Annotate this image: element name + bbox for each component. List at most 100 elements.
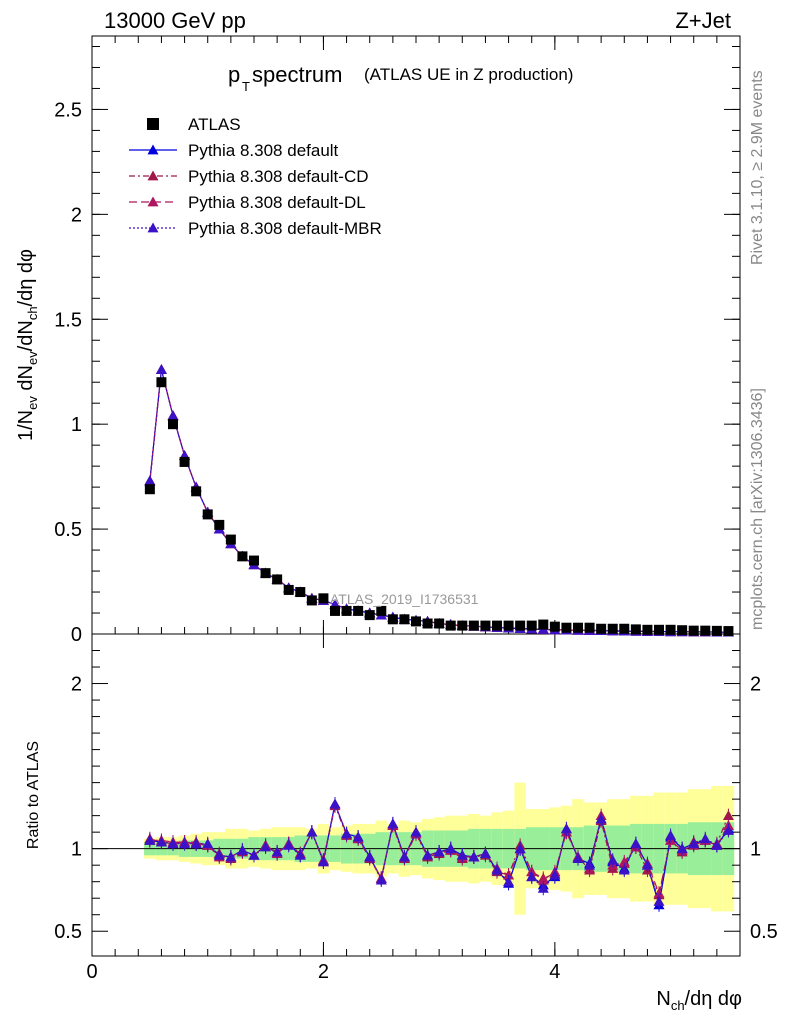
ratio-y-tick-label: 2 <box>71 674 82 696</box>
ratio-series-point <box>456 849 468 860</box>
ratio-ylabel: Ratio to ATLAS <box>25 741 42 849</box>
analysis-watermark: ATLAS_2019_I1736531 <box>330 591 479 607</box>
data-point <box>642 624 653 635</box>
ratio-series-point <box>260 841 272 852</box>
header-left: 13000 GeV pp <box>104 8 246 33</box>
main-y-tick-label: 1 <box>71 414 82 436</box>
ratio-series-point <box>468 851 480 862</box>
legend-marker <box>147 222 159 233</box>
ratio-series-point <box>433 846 445 857</box>
data-point <box>607 623 618 634</box>
ratio-series-point <box>445 843 457 854</box>
data-point <box>665 624 676 635</box>
ratio-series-point <box>202 838 214 849</box>
ratio-series-point <box>155 836 167 847</box>
ratio-y-tick-label: 0.5 <box>54 921 82 943</box>
ratio-y-tick-label: 1 <box>71 839 82 861</box>
ratio-series-point <box>422 849 434 860</box>
data-point <box>700 625 711 636</box>
ratio-series-point <box>144 834 156 845</box>
legend-label: Pythia 8.308 default <box>188 141 339 160</box>
data-point <box>364 610 375 621</box>
main-ylabel: 1/Nev dNev/dNch/dη dφ <box>15 249 40 441</box>
data-point <box>503 620 514 631</box>
ratio-series-point <box>387 818 399 829</box>
ratio-series-point <box>317 856 329 867</box>
data-point <box>411 616 421 627</box>
rivet-version-label: Rivet 3.1.10, ≥ 2.9M events <box>749 70 766 265</box>
legend-label: Pythia 8.308 default-DL <box>188 193 366 212</box>
data-point <box>688 625 699 636</box>
data-point <box>353 605 364 616</box>
ratio-series-point <box>491 864 503 875</box>
data-point <box>573 622 583 633</box>
ratio-series-point <box>722 825 734 835</box>
ratio-y-tick-label-right: 0.5 <box>750 921 778 943</box>
ratio-xlabel: Nch/dη dφ <box>656 988 742 1013</box>
ratio-series-point <box>398 851 410 862</box>
data-point <box>723 626 734 637</box>
ratio-series-point <box>503 876 515 887</box>
data-point <box>422 618 433 629</box>
ratio-series-line <box>149 801 729 902</box>
ratio-series-point <box>503 869 515 880</box>
data-point <box>283 584 294 595</box>
data-point <box>295 587 306 598</box>
data-point <box>341 605 352 616</box>
data-point <box>260 568 271 579</box>
data-point <box>445 620 456 631</box>
legend-label: Pythia 8.308 default-MBR <box>188 219 382 238</box>
main-y-tick-label: 1.5 <box>54 309 82 331</box>
data-point <box>457 620 468 631</box>
data-point <box>549 621 560 632</box>
data-point <box>249 555 259 566</box>
ratio-series-point <box>665 829 677 840</box>
svg-text:1/Nev dNev/dNch/dη dφ: 1/Nev dNev/dNch/dη dφ <box>15 249 40 441</box>
ratio-series-point <box>653 896 665 906</box>
x-tick-label: 4 <box>549 961 560 983</box>
data-point <box>630 624 641 635</box>
ratio-series-point <box>711 839 723 850</box>
ratio-series-point <box>630 838 642 849</box>
ratio-series-point <box>352 831 364 842</box>
ratio-series-point <box>248 849 260 860</box>
ratio-series-point <box>560 823 572 834</box>
ratio-series-point <box>364 851 376 862</box>
x-tick-label: 0 <box>86 961 97 983</box>
ratio-series-point <box>537 882 549 893</box>
legend-marker-data <box>147 118 159 130</box>
data-point <box>561 622 572 633</box>
data-point <box>538 619 549 630</box>
ratio-series-point <box>514 843 526 854</box>
ratio-y-tick-label-right: 2 <box>750 674 761 696</box>
ratio-series-point <box>341 828 353 839</box>
legend-label: Pythia 8.308 default-CD <box>188 167 369 186</box>
ratio-series-point <box>294 849 306 860</box>
title-main: p <box>228 62 240 87</box>
svg-text:Nch/dη dφ: Nch/dη dφ <box>656 988 742 1013</box>
ratio-series-point <box>549 869 561 880</box>
ratio-series-point <box>688 838 700 849</box>
main-series-point <box>155 364 167 375</box>
ratio-series-point <box>618 864 630 875</box>
data-point <box>144 484 155 495</box>
header-right: Z+Jet <box>675 8 731 33</box>
ratio-series-point <box>676 843 688 854</box>
data-point <box>492 620 502 631</box>
ratio-series-point <box>595 813 607 824</box>
main-y-tick-label: 2 <box>71 204 82 226</box>
data-point <box>318 593 329 604</box>
title-rest: spectrum <box>252 62 342 87</box>
data-point <box>330 605 340 616</box>
ratio-series-point <box>699 833 711 844</box>
title-sub: T <box>242 79 250 94</box>
data-point <box>677 625 688 636</box>
ratio-series-point <box>537 874 549 885</box>
x-tick-label: 2 <box>318 961 329 983</box>
ratio-series-point <box>179 838 191 849</box>
data-point <box>306 595 317 606</box>
ratio-series-point <box>190 838 202 849</box>
data-point <box>468 620 479 631</box>
data-point <box>214 519 225 530</box>
ratio-series-point <box>306 826 318 837</box>
